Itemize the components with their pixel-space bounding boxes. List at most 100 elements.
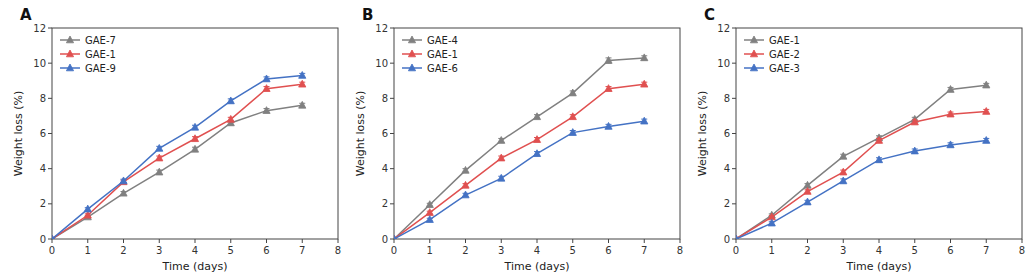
data-point [462,181,469,188]
x-tick [394,239,395,243]
panel-label: A [20,6,32,24]
x-tick-label: 8 [1019,245,1025,256]
y-tick [390,168,394,169]
y-tick [732,168,736,169]
legend-marker [66,64,73,71]
data-point [227,97,234,104]
y-tick-label: 2 [724,198,730,209]
y-tick-label: 0 [724,234,730,245]
y-tick [732,63,736,64]
y-tick-label: 0 [382,234,388,245]
x-tick [644,239,645,243]
data-point [120,189,127,196]
series-line [394,121,644,239]
x-tick [465,239,466,243]
data-point [156,168,163,175]
x-tick-label: 3 [498,245,504,256]
y-tick-label: 4 [724,163,730,174]
y-tick-label: 10 [717,58,730,69]
y-tick [732,133,736,134]
legend-marker [750,50,757,57]
legend-label: GAE-7 [85,35,116,46]
legend-marker [750,64,757,71]
y-tick-label: 12 [717,23,730,34]
x-tick-label: 3 [840,245,846,256]
x-tick-label: 2 [120,245,126,256]
y-tick [390,203,394,204]
series-line [52,105,302,239]
figure: 012345678024681012Time (days)Weight loss… [0,0,1034,279]
data-point [156,144,163,151]
x-tick [1022,239,1023,243]
legend-marker [750,36,757,43]
x-tick-label: 5 [228,245,234,256]
x-tick [266,239,267,243]
data-point [156,154,163,161]
data-point [426,216,433,223]
x-axis-label: Time (days) [162,260,228,273]
panel: 012345678024681012Time (days)Weight loss… [696,6,1025,273]
x-tick-label: 0 [733,245,739,256]
y-tick [732,203,736,204]
data-point [462,166,469,173]
x-tick-label: 7 [641,245,647,256]
data-group [736,81,990,239]
x-tick [986,239,987,243]
plot-frame [394,28,680,239]
data-point [804,188,811,195]
x-tick [429,239,430,243]
legend: GAE-4GAE-1GAE-6 [402,35,458,74]
y-tick-label: 10 [375,58,388,69]
legend-label: GAE-1 [85,49,116,60]
y-tick-label: 8 [40,93,46,104]
x-tick [608,239,609,243]
data-point [983,137,990,144]
y-tick [48,168,52,169]
x-tick [771,239,772,243]
y-tick-label: 0 [40,234,46,245]
legend: GAE-7 GAE-1 GAE-9 [60,35,116,74]
x-tick [736,239,737,243]
data-point [120,177,127,184]
data-point [498,174,505,181]
x-tick-label: 8 [335,245,341,256]
data-point [299,80,306,87]
data-point [983,108,990,115]
data-point [875,137,882,144]
data-point [191,123,198,130]
x-tick [879,239,880,243]
data-point [840,168,847,175]
data-point [394,235,398,239]
x-tick-label: 6 [263,245,269,256]
x-tick-label: 3 [156,245,162,256]
x-tick-label: 6 [605,245,611,256]
y-tick-label: 12 [375,23,388,34]
x-tick [807,239,808,243]
x-tick-label: 4 [192,245,198,256]
x-tick-label: 4 [534,245,540,256]
y-tick [390,239,394,240]
legend-label: GAE-9 [85,63,116,74]
data-point [191,135,198,142]
x-tick [159,239,160,243]
y-tick-label: 6 [40,128,46,139]
data-point [605,122,612,129]
y-tick [48,28,52,29]
x-tick [572,239,573,243]
data-point [84,205,91,212]
series-line [52,84,302,239]
y-tick [732,28,736,29]
data-point [498,137,505,144]
data-point [804,198,811,205]
data-point [498,154,505,161]
data-point [462,191,469,198]
data-point [569,89,576,96]
y-tick-label: 2 [40,198,46,209]
data-point [533,113,540,120]
y-tick [732,98,736,99]
data-point [641,117,648,124]
y-tick-label: 2 [382,198,388,209]
data-point [263,75,270,82]
plot-frame [52,28,338,239]
y-tick [390,63,394,64]
